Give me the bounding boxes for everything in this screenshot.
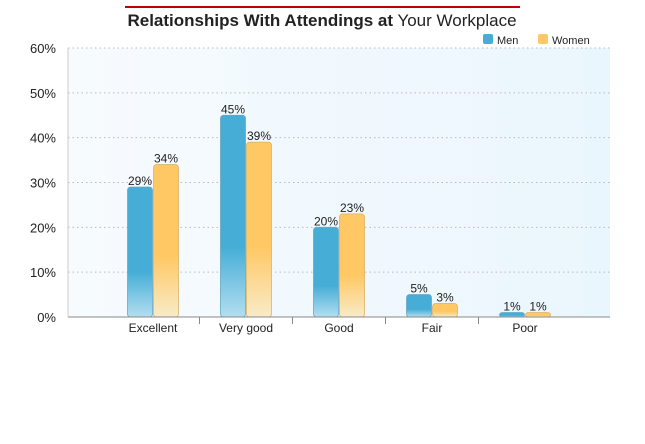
data-label: 5% — [410, 282, 428, 296]
data-label: 45% — [221, 102, 245, 116]
y-tick-label: 40% — [30, 131, 56, 146]
chart-title: Relationships With Attendings at Your Wo… — [127, 11, 516, 30]
x-tick-label: Excellent — [129, 321, 178, 335]
data-label: 34% — [154, 152, 178, 166]
y-tick-label: 20% — [30, 220, 56, 235]
bar-women — [246, 141, 272, 318]
legend-label-women: Women — [552, 35, 590, 47]
data-label: 23% — [340, 201, 364, 215]
y-tick-label: 0% — [37, 310, 56, 325]
legend-label-men: Men — [497, 35, 518, 47]
bar-women — [339, 213, 365, 318]
legend-swatch-men — [483, 34, 493, 44]
data-label: 29% — [128, 174, 152, 188]
data-label: 1% — [503, 300, 521, 314]
bar-women — [153, 164, 179, 318]
bar-men — [127, 186, 153, 318]
x-tick-label: Poor — [512, 321, 537, 335]
data-label: 20% — [314, 214, 338, 228]
legend-swatch-women — [538, 34, 548, 44]
x-tick-label: Very good — [219, 321, 273, 335]
x-tick-label: Fair — [422, 321, 443, 335]
chart-title-regular: Your Workplace — [397, 11, 516, 30]
chart-title-bold: Relationships With Attendings at — [127, 11, 393, 30]
y-tick-label: 50% — [30, 86, 56, 101]
bar-men — [220, 114, 246, 318]
y-tick-label: 30% — [30, 176, 56, 191]
x-tick-label: Good — [324, 321, 353, 335]
bar-men — [406, 294, 432, 318]
bar-women — [432, 303, 458, 318]
y-tick-label: 60% — [30, 41, 56, 56]
y-tick-label: 10% — [30, 265, 56, 280]
data-label: 39% — [247, 129, 271, 143]
data-label: 1% — [529, 300, 547, 314]
bar-men — [313, 226, 339, 318]
legend: Men Women — [483, 34, 590, 47]
data-label: 3% — [436, 291, 454, 305]
